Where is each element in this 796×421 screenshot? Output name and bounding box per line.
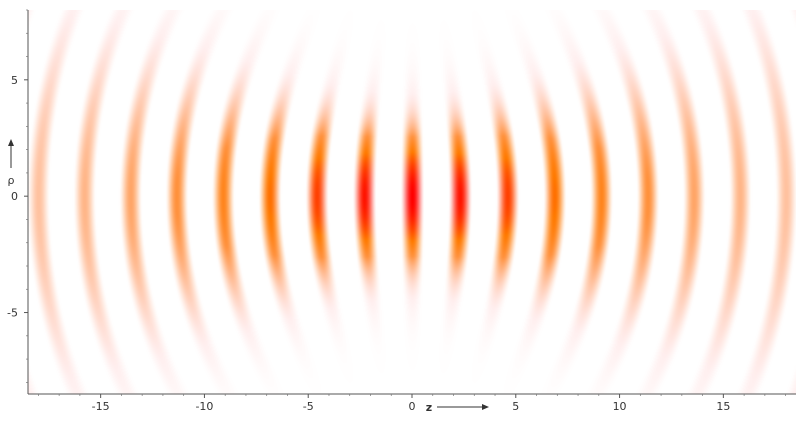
x-axis-arrow-icon [482,404,489,410]
x-tick-label: 15 [716,400,730,413]
x-tick-label: -5 [303,400,314,413]
y-tick-label: 5 [11,74,18,87]
x-tick-label: 0 [409,400,416,413]
y-tick-label: -5 [7,307,18,320]
y-axis-arrow-icon [8,139,14,146]
x-axis-label: z [426,401,432,414]
x-tick-label: -15 [92,400,110,413]
axes: -15 -10 -5 0 5 10 15 -5 0 5 z ρ [7,9,796,414]
y-axis-label: ρ [8,174,15,187]
x-tick-label: -10 [195,400,213,413]
x-tick-label: 5 [512,400,519,413]
y-tick-label: 0 [11,190,18,203]
x-tick-label: 10 [613,400,627,413]
